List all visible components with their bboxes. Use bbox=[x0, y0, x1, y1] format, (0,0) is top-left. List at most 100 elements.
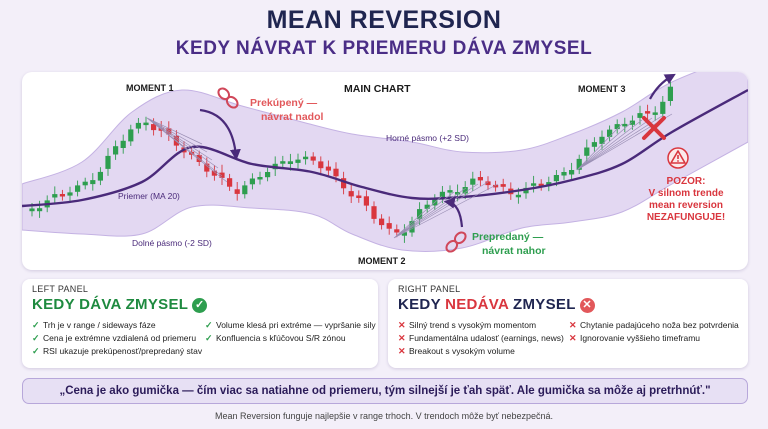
candle bbox=[211, 170, 217, 176]
candle bbox=[59, 194, 65, 197]
candle bbox=[128, 129, 134, 142]
candle bbox=[120, 140, 126, 148]
check-icon: ✓ bbox=[192, 298, 208, 313]
candle bbox=[477, 177, 483, 181]
rubber-band-icon bbox=[445, 231, 467, 253]
overbought-label: Prekúpený — bbox=[250, 97, 318, 109]
candle bbox=[493, 184, 499, 188]
candle bbox=[219, 172, 225, 178]
candle bbox=[614, 124, 620, 130]
right-heading-c: ZMYSEL bbox=[508, 296, 576, 313]
candle bbox=[584, 147, 590, 156]
candle bbox=[67, 192, 73, 196]
moment2-label: MOMENT 2 bbox=[358, 256, 406, 266]
candle bbox=[607, 129, 613, 137]
candle bbox=[455, 192, 461, 195]
moment1-label: MOMENT 1 bbox=[126, 83, 174, 93]
candle bbox=[82, 181, 88, 186]
list-item: ✕ Breakout s vysokým volume bbox=[398, 346, 515, 356]
candle bbox=[348, 191, 354, 197]
warning-text-2: V silnom trende bbox=[648, 188, 723, 199]
main-chart: MOMENT 1 MAIN CHART MOMENT 3 MOMENT 2 Pr… bbox=[22, 72, 748, 270]
mean-line bbox=[22, 88, 748, 208]
candle bbox=[227, 178, 233, 187]
candle bbox=[166, 128, 172, 135]
right-list-col1: ✕ Silný trend s vysokým momentom ✕ Fundame… bbox=[398, 319, 564, 358]
candle bbox=[249, 178, 255, 185]
candle bbox=[515, 194, 521, 198]
list-item: ✕ Silný trend s vysokým momentom bbox=[398, 320, 537, 330]
candle bbox=[439, 191, 445, 198]
mean-label: Priemer (MA 20) bbox=[118, 191, 180, 201]
candle bbox=[310, 156, 316, 161]
candle bbox=[325, 166, 331, 171]
list-item: ✓ Konfluencia s kľúčovou S/R zónou bbox=[205, 333, 346, 343]
list-item: ✕ Chytanie padajúceho noža bez potvrdenia bbox=[569, 320, 739, 330]
cross-icon: ✕ bbox=[579, 298, 595, 313]
left-panel-heading: KEDY DÁVA ZMYSEL ✓ bbox=[32, 296, 208, 313]
candle bbox=[485, 181, 491, 186]
oversold-label-2: návrat nahor bbox=[482, 245, 546, 257]
candle bbox=[90, 180, 96, 185]
candle bbox=[143, 122, 149, 126]
candle bbox=[629, 120, 635, 125]
candle bbox=[386, 223, 392, 229]
candle bbox=[75, 185, 81, 192]
candle bbox=[341, 178, 347, 189]
left-list-col2: ✓ Volume klesá pri extréme — vypršanie si… bbox=[205, 319, 376, 345]
left-panel-tag: LEFT PANEL bbox=[32, 284, 89, 294]
candle bbox=[113, 146, 119, 155]
candle bbox=[447, 190, 453, 193]
candle bbox=[356, 195, 362, 198]
candle bbox=[287, 161, 293, 164]
candle bbox=[660, 101, 666, 114]
warning-text-4: NEZAFUNGUJE! bbox=[647, 212, 725, 223]
arrow-moment1-icon bbox=[199, 108, 241, 161]
candle bbox=[265, 172, 271, 178]
candle bbox=[151, 124, 157, 131]
candle bbox=[523, 187, 529, 194]
list-item: ✕ Ignorovanie vyššieho timeframu bbox=[569, 333, 701, 343]
candle bbox=[553, 175, 559, 182]
candle bbox=[135, 122, 141, 129]
candle bbox=[538, 183, 544, 187]
candle bbox=[52, 194, 58, 198]
candle bbox=[652, 112, 658, 115]
chart-canvas: MOMENT 1 MAIN CHART MOMENT 3 MOMENT 2 Pr… bbox=[22, 72, 748, 266]
main-chart-label: MAIN CHART bbox=[344, 83, 411, 95]
fan-lines-moment1 bbox=[146, 117, 228, 183]
left-panel: LEFT PANEL KEDY DÁVA ZMYSEL ✓ ✓ Trh je v r… bbox=[22, 279, 378, 368]
footer-note: Mean Reversion funguje najlepšie v range… bbox=[214, 411, 554, 421]
list-item: ✓ Volume klesá pri extréme — vypršanie si… bbox=[205, 320, 376, 330]
candle bbox=[470, 178, 476, 185]
left-list-col1: ✓ Trh je v range / sideways fáze ✓ Cena je… bbox=[32, 319, 202, 358]
candle bbox=[591, 142, 597, 147]
page-subtitle: KEDY NÁVRAT K PRIEMERU DÁVA ZMYSEL bbox=[175, 38, 593, 59]
candle bbox=[97, 171, 103, 181]
right-panel-heading: KEDY NEDÁVA ZMYSEL ✕ bbox=[398, 296, 595, 313]
candle bbox=[417, 209, 423, 219]
candle bbox=[303, 156, 309, 160]
candle bbox=[645, 111, 651, 114]
left-heading-text: KEDY DÁVA ZMYSEL bbox=[32, 296, 189, 313]
overbought-label-2: návrat nadol bbox=[261, 111, 324, 123]
candle bbox=[462, 187, 468, 194]
right-panel: RIGHT PANEL KEDY NEDÁVA ZMYSEL ✕ ✕ Silný t… bbox=[388, 279, 748, 368]
upper-band-label: Horné pásmo (+2 SD) bbox=[386, 133, 469, 143]
fan-lines-moment2 bbox=[393, 181, 499, 239]
warning-icon bbox=[667, 147, 689, 169]
cross-icon bbox=[642, 116, 666, 140]
candle bbox=[295, 159, 301, 163]
list-item: ✓ Cena je extrémne vzdialená od priemeru bbox=[32, 333, 197, 343]
right-heading-a: KEDY bbox=[398, 296, 446, 313]
right-list-col2: ✕ Chytanie padajúceho noža bez potvrdenia… bbox=[569, 319, 739, 345]
candle bbox=[500, 184, 506, 187]
candle bbox=[333, 168, 339, 177]
candle bbox=[622, 123, 628, 127]
candle bbox=[561, 172, 567, 176]
oversold-label: Prepredaný — bbox=[472, 231, 544, 243]
arrow-moment3-icon bbox=[649, 73, 676, 100]
list-item: ✓ RSI ukazuje prekúpenosť/prepredaný stav bbox=[32, 346, 203, 356]
candle bbox=[599, 136, 605, 144]
right-heading-b: NEDÁVA bbox=[445, 296, 509, 313]
